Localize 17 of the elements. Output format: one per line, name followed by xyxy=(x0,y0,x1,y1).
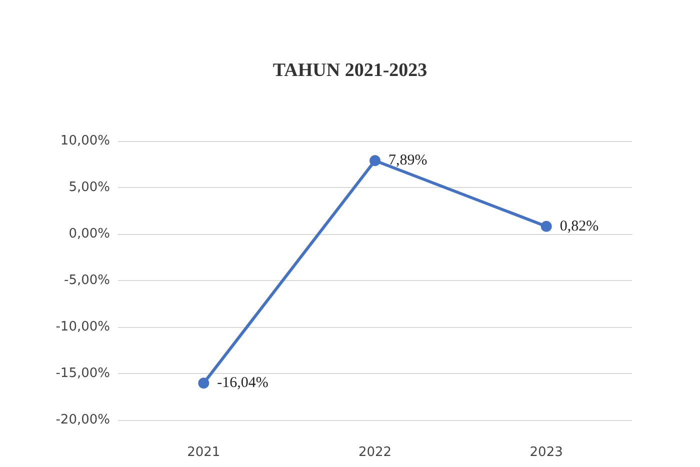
chart-title: TAHUN 2021-2023 xyxy=(272,60,428,81)
y-tick-label: -10,00% xyxy=(56,320,110,334)
y-tick-label: -20,00% xyxy=(56,412,110,428)
point xyxy=(370,155,380,166)
x-tick-label: 2023 xyxy=(530,445,563,460)
y-tick-label: 0,00% xyxy=(68,226,110,242)
y-tick-label: -15,00% xyxy=(56,366,110,381)
data-label: 7,89% xyxy=(388,152,428,169)
x-tick-label: 2022 xyxy=(358,445,392,460)
data-label: 0,82% xyxy=(560,218,599,234)
y-tick-label: 5,00% xyxy=(68,180,110,195)
point xyxy=(540,220,552,232)
x-tick-label: 2021 xyxy=(187,445,220,460)
data-label: -16,04% xyxy=(217,375,268,392)
y-tick-label: 10,00% xyxy=(60,134,110,148)
point xyxy=(198,378,210,389)
y-tick-label: -5,00% xyxy=(64,273,110,288)
